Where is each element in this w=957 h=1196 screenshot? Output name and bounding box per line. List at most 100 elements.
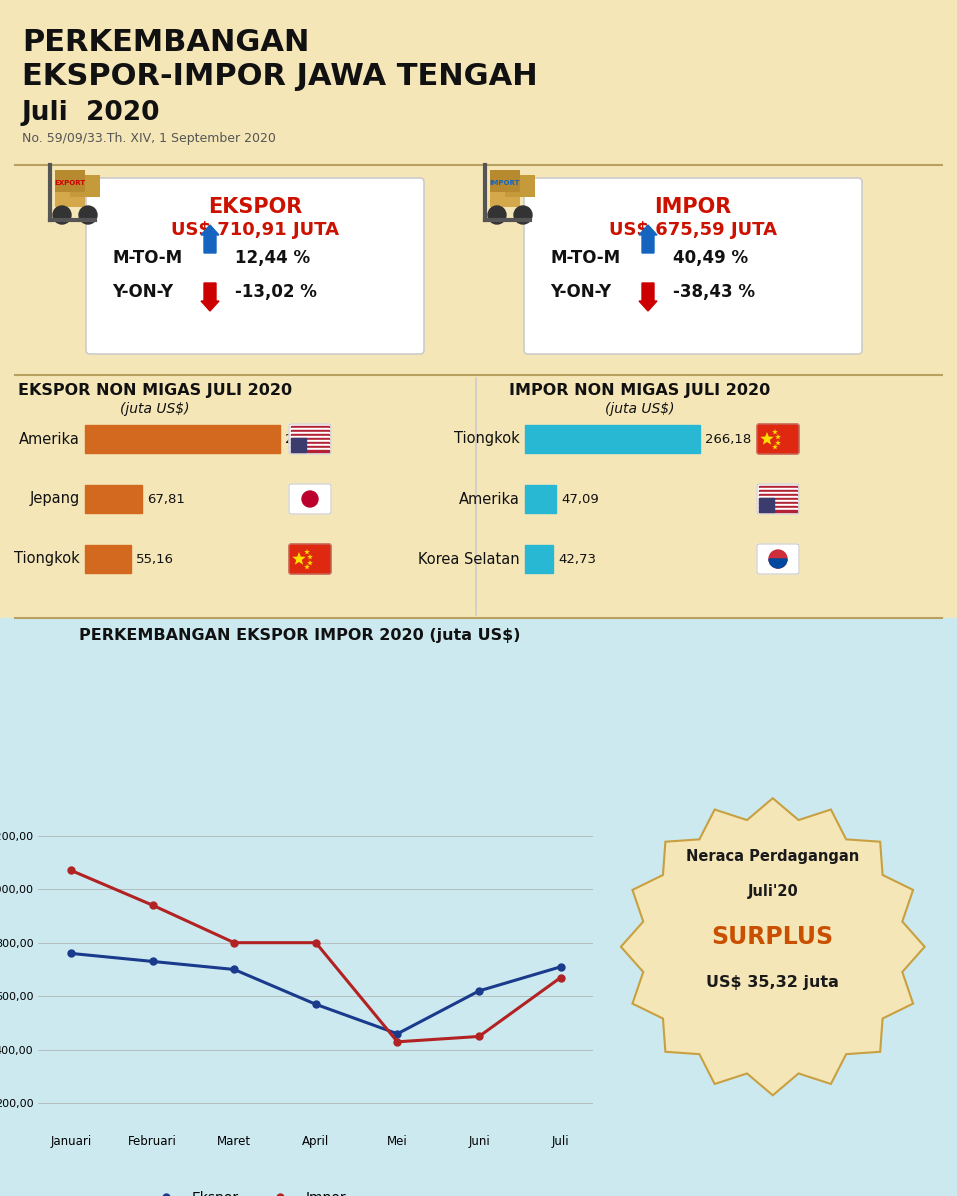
Text: US$ 35,32 juta: US$ 35,32 juta <box>706 975 839 990</box>
Text: No. 59/09/33.Th. XIV, 1 September 2020: No. 59/09/33.Th. XIV, 1 September 2020 <box>22 132 276 145</box>
Impor <box>229 935 240 950</box>
Text: Juli'20: Juli'20 <box>747 884 798 899</box>
Bar <box>291 450 329 452</box>
Bar <box>525 545 553 573</box>
Bar <box>291 438 306 452</box>
Bar <box>759 486 797 488</box>
FancyArrow shape <box>201 283 219 311</box>
Line: Ekspor: Ekspor <box>67 950 565 1037</box>
Bar <box>759 509 797 512</box>
FancyBboxPatch shape <box>289 425 331 454</box>
Bar <box>291 431 329 432</box>
Polygon shape <box>307 560 313 566</box>
Circle shape <box>302 492 318 507</box>
Ekspor <box>391 1026 403 1041</box>
Text: -38,43 %: -38,43 % <box>673 283 755 301</box>
Bar <box>85 545 131 573</box>
Bar <box>759 492 797 494</box>
Ekspor <box>229 963 240 977</box>
Text: IMPOR: IMPOR <box>655 197 731 216</box>
FancyBboxPatch shape <box>524 178 862 354</box>
Text: Y-ON-Y: Y-ON-Y <box>112 283 173 301</box>
Text: EKSPOR NON MIGAS JULI 2020: EKSPOR NON MIGAS JULI 2020 <box>18 383 292 398</box>
Bar <box>291 443 329 444</box>
Bar <box>490 185 520 207</box>
Bar <box>759 494 797 496</box>
Text: Jepang: Jepang <box>30 492 80 506</box>
Polygon shape <box>775 440 781 445</box>
Bar <box>70 175 100 197</box>
Impor <box>474 1030 485 1044</box>
Text: 40,49 %: 40,49 % <box>673 249 748 267</box>
Text: 266,18: 266,18 <box>705 433 751 445</box>
Bar <box>291 444 329 446</box>
Text: Tiongkok: Tiongkok <box>14 551 80 567</box>
Text: US$ 710,91 JUTA: US$ 710,91 JUTA <box>171 221 339 239</box>
Impor <box>391 1035 403 1049</box>
Text: PERKEMBANGAN EKSPOR IMPOR 2020 (juta US$): PERKEMBANGAN EKSPOR IMPOR 2020 (juta US$… <box>79 628 521 643</box>
Bar <box>85 425 280 453</box>
FancyBboxPatch shape <box>86 178 424 354</box>
Text: (juta US$): (juta US$) <box>605 402 675 416</box>
Bar <box>55 185 85 207</box>
Bar <box>759 490 797 492</box>
Circle shape <box>514 206 532 224</box>
Circle shape <box>53 206 71 224</box>
Bar <box>759 488 797 490</box>
Text: (juta US$): (juta US$) <box>121 402 189 416</box>
Impor <box>146 898 158 913</box>
Polygon shape <box>307 554 313 560</box>
Impor <box>65 864 77 878</box>
Bar <box>0 618 957 1196</box>
Bar <box>759 498 774 512</box>
Text: Tiongkok: Tiongkok <box>455 432 520 446</box>
Circle shape <box>769 550 787 568</box>
Polygon shape <box>775 434 781 439</box>
Bar <box>291 438 329 440</box>
Text: Y-ON-Y: Y-ON-Y <box>550 283 612 301</box>
Text: IMPORT: IMPORT <box>490 181 521 187</box>
Polygon shape <box>304 549 310 555</box>
Ekspor <box>146 954 158 969</box>
Text: 12,44 %: 12,44 % <box>235 249 310 267</box>
Text: EKSPOR: EKSPOR <box>208 197 302 216</box>
Ekspor <box>474 984 485 999</box>
Text: Juli  2020: Juli 2020 <box>22 100 161 126</box>
Text: US$ 675,59 JUTA: US$ 675,59 JUTA <box>609 221 777 239</box>
Bar <box>85 486 142 513</box>
Text: SURPLUS: SURPLUS <box>712 925 834 950</box>
Bar <box>291 426 329 428</box>
FancyBboxPatch shape <box>757 544 799 574</box>
Text: EKSPOR-IMPOR JAWA TENGAH: EKSPOR-IMPOR JAWA TENGAH <box>22 62 538 91</box>
FancyBboxPatch shape <box>289 544 331 574</box>
Circle shape <box>79 206 97 224</box>
Bar <box>55 170 85 193</box>
Text: 233,29: 233,29 <box>285 433 331 445</box>
Text: IMPOR NON MIGAS JULI 2020: IMPOR NON MIGAS JULI 2020 <box>509 383 770 398</box>
FancyBboxPatch shape <box>289 484 331 514</box>
Bar <box>291 440 329 443</box>
Text: Korea Selatan: Korea Selatan <box>418 551 520 567</box>
Text: 67,81: 67,81 <box>146 493 185 506</box>
Legend: Ekspor, Impor: Ekspor, Impor <box>147 1185 351 1196</box>
Circle shape <box>488 206 506 224</box>
Ekspor <box>65 946 77 960</box>
Polygon shape <box>304 565 310 569</box>
Text: EXPORT: EXPORT <box>55 181 85 187</box>
Polygon shape <box>772 444 778 450</box>
Bar <box>291 428 329 431</box>
Text: Amerika: Amerika <box>459 492 520 506</box>
Bar <box>505 175 535 197</box>
Bar <box>291 448 329 450</box>
Bar <box>759 496 797 498</box>
Bar <box>291 434 329 437</box>
Bar <box>291 446 329 448</box>
FancyArrow shape <box>201 225 219 254</box>
Bar <box>759 506 797 508</box>
Wedge shape <box>769 559 787 568</box>
Bar <box>759 502 797 504</box>
Bar <box>525 486 556 513</box>
FancyBboxPatch shape <box>757 484 799 514</box>
Ekspor <box>555 959 567 974</box>
FancyArrow shape <box>639 283 657 311</box>
